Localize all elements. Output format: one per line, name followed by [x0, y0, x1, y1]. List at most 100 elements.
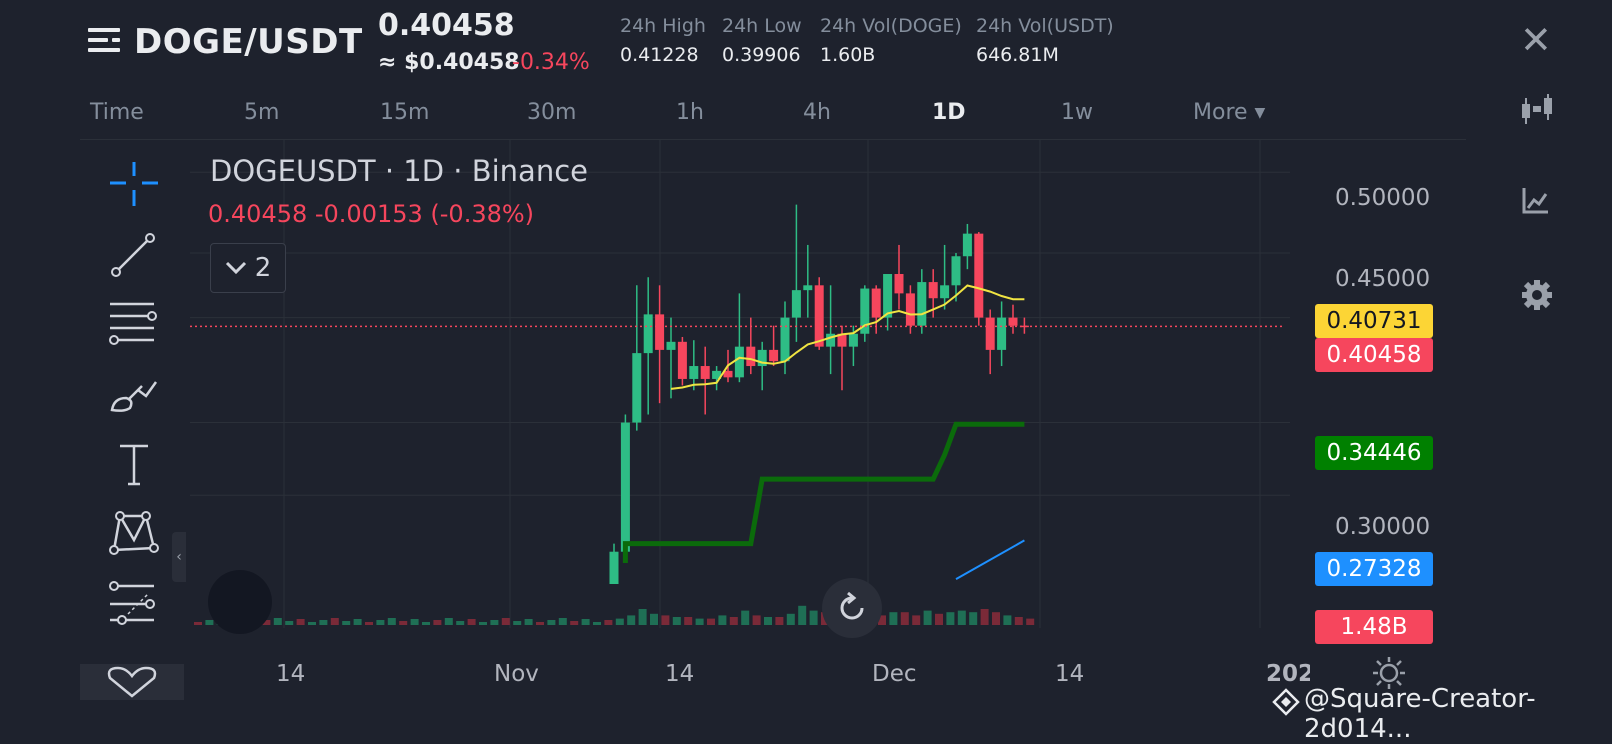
tab-time[interactable]: Time — [90, 100, 144, 125]
volume-bar — [661, 615, 670, 625]
candle-body — [894, 274, 904, 294]
candle-body — [769, 349, 779, 362]
volume-bar — [889, 612, 898, 625]
volume-bar — [410, 619, 419, 625]
volume-bar — [729, 617, 738, 625]
volume-bar — [992, 612, 1000, 625]
x-tick-label: 14 — [665, 661, 695, 687]
price-usd: ≈ $0.40458 — [378, 50, 520, 75]
candle-body — [712, 370, 722, 379]
reset-chart-button[interactable] — [822, 578, 882, 638]
menu-icon[interactable] — [88, 28, 120, 56]
candle-body — [905, 293, 915, 326]
volume-bar — [524, 619, 533, 625]
collapse-toolbar-icon[interactable]: ‹ — [172, 532, 186, 582]
last-price: 0.40458 — [378, 8, 515, 43]
volume-bar — [194, 622, 202, 625]
indicators-icon[interactable] — [1520, 186, 1550, 216]
refresh-icon — [840, 591, 864, 620]
volume-tag: 1.48B — [1315, 610, 1433, 644]
volume-bar — [570, 621, 579, 625]
volume-bar — [319, 620, 328, 625]
volume-bar — [627, 615, 636, 625]
volume-bar — [672, 617, 681, 625]
volume-bar — [399, 621, 408, 625]
y-tick-label: 0.45000 — [1335, 266, 1431, 292]
theme-toggle-icon[interactable] — [1372, 656, 1406, 690]
tab-1d[interactable]: 1D — [932, 100, 966, 125]
volume-bar — [444, 618, 453, 625]
volume-bar — [1003, 615, 1012, 625]
candle-body — [860, 288, 870, 334]
volume-bar — [786, 613, 795, 625]
volume-bar — [433, 620, 442, 625]
favorites-icon[interactable] — [80, 664, 184, 700]
binance-logo-icon — [1272, 688, 1300, 716]
volume-bars — [194, 605, 1035, 625]
pattern-icon[interactable] — [108, 508, 160, 560]
candle-body — [723, 370, 733, 378]
price-chart[interactable] — [190, 140, 1310, 652]
volume-bar — [296, 619, 305, 625]
candle-body — [757, 349, 767, 367]
tab-4h[interactable]: 4h — [803, 100, 831, 125]
text-tool-icon[interactable] — [108, 440, 160, 492]
indicators-collapse-button[interactable]: 2 — [210, 243, 286, 293]
tab-15m[interactable]: 15m — [380, 100, 430, 125]
chevron-down-icon — [225, 261, 246, 275]
indicator-count: 2 — [254, 253, 272, 283]
volume-bar — [878, 615, 886, 625]
volume-bar — [456, 621, 465, 625]
candle-body — [803, 285, 813, 291]
candle-body — [826, 333, 836, 347]
symbol-header[interactable]: DOGE/USDT — [88, 22, 363, 62]
tab-30m[interactable]: 30m — [527, 100, 577, 125]
candle-body — [974, 233, 984, 318]
volume-bar — [205, 620, 214, 625]
volume-bar — [365, 622, 373, 625]
volume-bar — [798, 605, 807, 625]
tab-1w[interactable]: 1w — [1061, 100, 1093, 125]
candle-body — [666, 341, 676, 350]
volume-bar — [262, 620, 271, 625]
candlestick-icon[interactable] — [1520, 92, 1554, 126]
candle-body — [791, 290, 801, 318]
volume-bar — [809, 610, 818, 625]
candle-body — [689, 366, 699, 379]
x-tick-label: 2025 — [1266, 661, 1310, 687]
crosshair-icon[interactable] — [108, 160, 160, 212]
stat-label-vol-doge: 24h Vol(DOGE) — [820, 15, 962, 37]
divider — [80, 139, 1466, 140]
tab-more[interactable]: More ▼ — [1193, 100, 1265, 125]
chart-ohlc-summary: 0.40458 -0.00153 (-0.38%) — [208, 200, 535, 228]
candle-body — [780, 317, 790, 362]
candle-body — [940, 285, 950, 299]
settings-icon[interactable] — [1520, 278, 1554, 312]
volume-bar — [422, 622, 430, 625]
candles — [609, 204, 1029, 584]
volume-bar — [957, 610, 966, 625]
logo-badge — [208, 570, 272, 634]
candle-body — [997, 317, 1007, 350]
volume-bar — [741, 610, 750, 625]
more-label: More — [1193, 100, 1248, 125]
brush-icon[interactable] — [108, 370, 160, 422]
fib-retracement-icon[interactable] — [108, 300, 160, 352]
last-price-tag: 0.40458 — [1315, 338, 1433, 372]
tab-1h[interactable]: 1h — [676, 100, 704, 125]
ma-yellow-line — [670, 284, 1025, 390]
volume-bar — [615, 618, 624, 625]
measure-icon[interactable] — [108, 580, 160, 632]
x-tick-label: 14 — [276, 661, 306, 687]
ma-yellow-price-tag: 0.40731 — [1315, 304, 1433, 338]
volume-bar — [479, 622, 487, 625]
volume-bar — [490, 620, 499, 625]
volume-bar — [547, 620, 556, 625]
close-icon[interactable]: ✕ — [1520, 18, 1552, 62]
stat-label-low: 24h Low — [722, 15, 802, 37]
candle-body — [883, 274, 893, 318]
tab-5m[interactable]: 5m — [244, 100, 280, 125]
stat-value-high: 0.41228 — [620, 44, 699, 66]
chart-grid — [190, 140, 1290, 628]
trend-line-icon[interactable] — [108, 230, 160, 282]
